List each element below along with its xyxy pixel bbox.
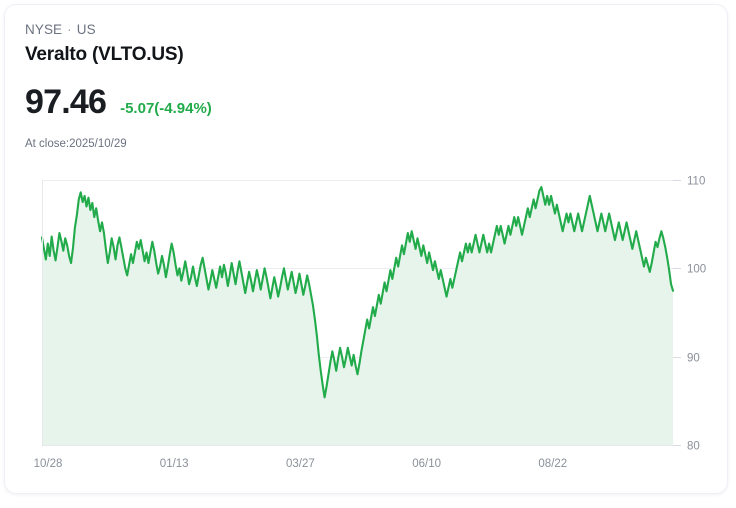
company-name: Veralto (VLTO.US): [25, 44, 184, 65]
y-axis-tick-label: 100: [687, 264, 706, 276]
y-axis-tick-label: 80: [687, 441, 700, 453]
market-region: US: [76, 22, 96, 37]
x-axis-labels: 10/28 01/13 03/27 06/10 08/22: [34, 458, 568, 470]
y-axis-labels: 110 100 90 80: [687, 176, 706, 453]
close-timestamp: At close:2025/10/29: [25, 138, 127, 150]
x-axis-tick-label: 03/27: [286, 458, 315, 470]
y-axis-tick-label: 90: [687, 353, 700, 365]
price-area-fill: [42, 187, 673, 445]
price-change: -5.07(-4.94%): [120, 100, 212, 117]
exchange-separator: ·: [67, 22, 72, 37]
price-chart-svg[interactable]: 110 100 90 80 10/28 01/13 03/27 06/10 08/22: [5, 165, 728, 485]
price-chart[interactable]: 110 100 90 80 10/28 01/13 03/27 06/10 08/22: [5, 165, 728, 485]
exchange-line: NYSE · US: [25, 21, 707, 39]
price-line: [40, 186, 675, 399]
last-price: 97.46: [25, 83, 107, 121]
stock-quote-card: NYSE · US Veralto (VLTO.US) 97.46 -5.07(-4…: [4, 4, 728, 494]
x-axis-tick-label: 08/22: [538, 458, 567, 470]
quote-header: NYSE · US Veralto (VLTO.US) 97.46 -5.07(-4…: [25, 21, 707, 152]
y-axis-tick-label: 110: [687, 176, 705, 188]
chart-ticks: [673, 180, 681, 446]
x-axis-tick-label: 10/28: [34, 458, 63, 470]
x-axis-tick-label: 01/13: [160, 458, 189, 470]
exchange-name: NYSE: [25, 22, 63, 37]
price-row: 97.46 -5.07(-4.94%): [25, 82, 707, 122]
x-axis-tick-label: 06/10: [412, 458, 441, 470]
